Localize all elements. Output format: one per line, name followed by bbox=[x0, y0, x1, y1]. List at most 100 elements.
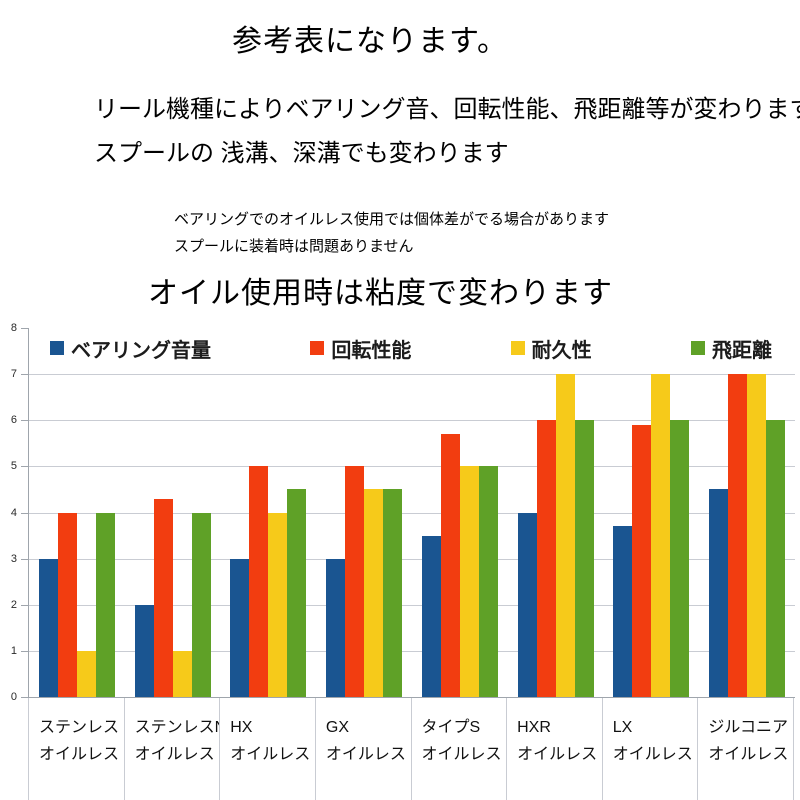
bar-耐久性-タイプS bbox=[459, 466, 479, 697]
gridline-6 bbox=[29, 420, 795, 422]
legend-swatch-icon bbox=[690, 341, 705, 355]
bar-groups bbox=[29, 328, 795, 697]
bar-group-LX bbox=[604, 328, 700, 697]
gridline-5 bbox=[29, 466, 795, 468]
bar-ベアリング音量-タイプS bbox=[421, 535, 441, 697]
category-label-line-2: オイルレス bbox=[39, 746, 120, 763]
bar-飛距離-GX bbox=[383, 489, 403, 697]
bar-回転性能-LX bbox=[632, 424, 652, 697]
bar-group-ジルコニア bbox=[699, 328, 795, 697]
category-cell-GX: GX オイルレス bbox=[316, 698, 412, 800]
ytick-mark-5 bbox=[21, 466, 28, 468]
bar-group-HXR bbox=[508, 328, 604, 697]
description-text: リール機種によりベアリング音、回転性能、飛距離等が変わります。 スプールの 浅溝… bbox=[94, 88, 800, 176]
bar-ベアリング音量-HX bbox=[230, 558, 250, 697]
legend-label: 耐久性 bbox=[531, 339, 592, 362]
bar-ベアリング音量-ステンレスN bbox=[134, 604, 154, 697]
note-line-1: ベアリングでのオイルレス使用では個体差がでる場合があります bbox=[174, 211, 610, 228]
bar-耐久性-ステンレス bbox=[76, 650, 96, 697]
ytick-label-7: 7 bbox=[10, 368, 17, 381]
category-label-line-1: LX bbox=[612, 719, 633, 736]
bar-ベアリング音量-GX bbox=[326, 558, 346, 697]
bar-飛距離-HXR bbox=[574, 420, 594, 697]
bar-ベアリング音量-HXR bbox=[517, 512, 537, 697]
category-label-line-1: タイプS bbox=[421, 719, 481, 736]
plot-area bbox=[28, 328, 795, 698]
legend-item-耐久性: 耐久性 bbox=[510, 334, 592, 363]
page-title: 参考表になります。 bbox=[232, 25, 508, 58]
gridline-4 bbox=[29, 512, 795, 514]
category-cell-HXR: HXR オイルレス bbox=[507, 698, 603, 800]
category-label-line-1: ステンレス bbox=[39, 719, 120, 736]
legend-item-回転性能: 回転性能 bbox=[310, 334, 411, 363]
x-axis-category-labels: ステンレス オイルレス ステンレスN オイルレス HX オイルレス GX オイルレス タイプS オ… bbox=[28, 698, 794, 800]
bar-耐久性-HXR bbox=[555, 374, 575, 697]
bar-飛距離-ステンレス bbox=[95, 512, 115, 697]
bar-ベアリング音量-LX bbox=[613, 526, 633, 697]
category-label-line-1: HXR bbox=[517, 719, 551, 736]
legend-swatch-icon bbox=[50, 341, 64, 355]
category-cell-HX: HX オイルレス bbox=[220, 698, 316, 800]
bar-group-HX bbox=[221, 328, 317, 697]
bar-group-GX bbox=[316, 328, 412, 697]
bar-group-タイプS bbox=[412, 328, 508, 697]
ytick-mark-4 bbox=[21, 512, 28, 514]
description-line-1: リール機種によりベアリング音、回転性能、飛距離等が変わります。 bbox=[94, 96, 800, 123]
legend-item-飛距離: 飛距離 bbox=[690, 334, 772, 363]
legend-item-ベアリング音量: ベアリング音量 bbox=[50, 334, 211, 363]
legend-swatch-icon bbox=[510, 341, 525, 355]
gridline-3 bbox=[29, 558, 795, 560]
description-line-2: スプールの 浅溝、深溝でも変わります bbox=[94, 140, 509, 167]
ytick-label-6: 6 bbox=[10, 414, 17, 427]
category-cell-ステンレス: ステンレスオイルレス bbox=[28, 698, 125, 800]
category-cell-ステンレスN: ステンレスN オイルレス bbox=[125, 698, 221, 800]
bar-回転性能-タイプS bbox=[440, 434, 460, 697]
chart-legend: ベアリング音量 回転性能 耐久性 飛距離 bbox=[50, 334, 772, 362]
ytick-label-4: 4 bbox=[10, 506, 17, 519]
bar-飛距離-LX bbox=[670, 420, 690, 697]
legend-label: ベアリング音量 bbox=[71, 339, 211, 362]
category-label-line-2: オイルレス bbox=[134, 746, 215, 763]
category-label-line-2: オイルレス bbox=[421, 746, 502, 763]
bar-飛距離-ジルコニア bbox=[766, 420, 786, 697]
ytick-label-1: 1 bbox=[10, 644, 17, 657]
category-cell-ジルコニア: ジルコニアオイルレス bbox=[698, 698, 794, 800]
ytick-mark-3 bbox=[21, 558, 28, 560]
bar-飛距離-HX bbox=[287, 489, 307, 697]
category-label-line-2: オイルレス bbox=[230, 746, 311, 763]
chart-title: オイル使用時は粘度で変わります bbox=[148, 277, 613, 310]
bar-group-ステンレス bbox=[29, 328, 125, 697]
note-text: ベアリングでのオイルレス使用では個体差がでる場合があります スプールに装着時は問… bbox=[174, 206, 609, 260]
legend-label: 飛距離 bbox=[711, 339, 772, 362]
bar-回転性能-ジルコニア bbox=[728, 374, 748, 697]
category-cell-タイプS: タイプS オイルレス bbox=[412, 698, 508, 800]
ytick-mark-6 bbox=[21, 420, 28, 422]
ytick-mark-8 bbox=[21, 328, 28, 329]
bar-ベアリング音量-ステンレス bbox=[38, 558, 58, 697]
bar-耐久性-ジルコニア bbox=[747, 374, 767, 697]
bar-飛距離-ステンレスN bbox=[191, 512, 211, 697]
bar-ベアリング音量-ジルコニア bbox=[709, 489, 729, 697]
category-label-line-2: オイルレス bbox=[612, 746, 693, 763]
ytick-label-5: 5 bbox=[10, 460, 17, 473]
bar-回転性能-ステンレス bbox=[57, 512, 77, 697]
ytick-label-0: 0 bbox=[10, 691, 17, 703]
bar-回転性能-HX bbox=[249, 466, 269, 697]
bar-飛距離-タイプS bbox=[478, 466, 498, 697]
bar-回転性能-ステンレスN bbox=[153, 498, 173, 697]
bar-回転性能-GX bbox=[345, 466, 365, 697]
bar-group-ステンレスN bbox=[125, 328, 221, 697]
note-line-2: スプールに装着時は問題ありません bbox=[174, 238, 414, 255]
ytick-mark-2 bbox=[21, 604, 28, 606]
ytick-mark-1 bbox=[21, 650, 28, 652]
bar-耐久性-GX bbox=[364, 489, 384, 697]
category-label-line-1: ジルコニア bbox=[708, 719, 789, 736]
gridline-2 bbox=[29, 604, 795, 606]
category-cell-LX: LX オイルレス bbox=[603, 698, 699, 800]
category-label-line-2: オイルレス bbox=[708, 746, 789, 763]
ytick-mark-0 bbox=[21, 697, 28, 698]
bar-耐久性-HX bbox=[268, 512, 288, 697]
category-label-line-1: ステンレスN bbox=[134, 719, 221, 736]
